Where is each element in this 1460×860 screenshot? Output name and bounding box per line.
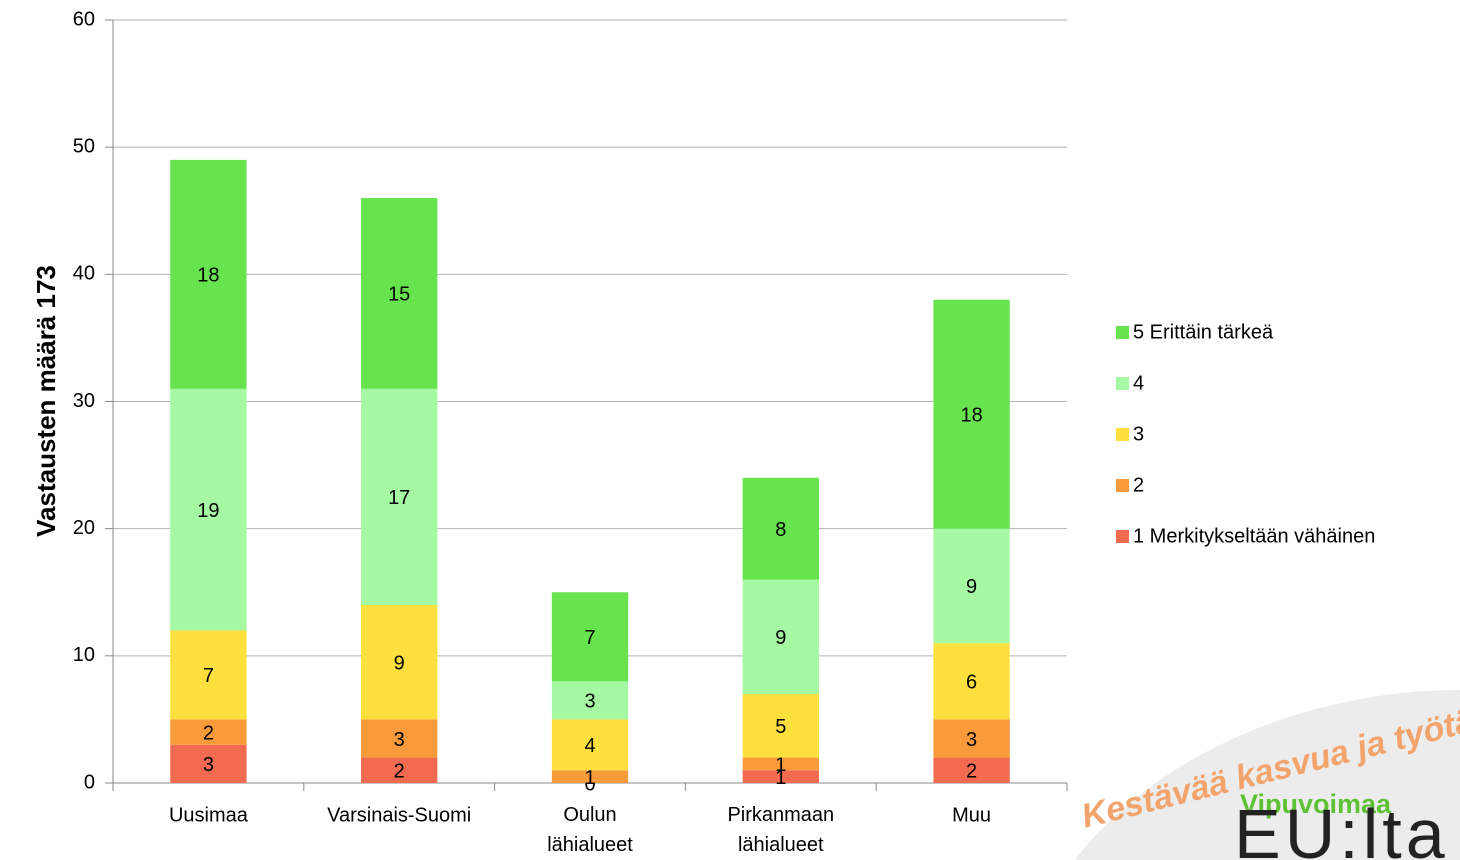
bar-segment xyxy=(170,744,247,783)
data-label: 6 xyxy=(966,672,977,694)
legend-label: 5 Erittäin tärkeä xyxy=(1133,321,1274,343)
bar-segment xyxy=(742,770,819,783)
bar-segment xyxy=(742,693,819,758)
bar-segment xyxy=(170,159,247,389)
data-label: 9 xyxy=(966,576,977,598)
bar-segment xyxy=(933,299,1010,529)
y-tick-label: 40 xyxy=(73,263,95,285)
bar-segment xyxy=(933,528,1010,644)
data-label: 17 xyxy=(388,487,410,509)
y-tick-label: 0 xyxy=(84,771,95,793)
legend-label: 2 xyxy=(1133,474,1144,496)
bar-segment xyxy=(551,681,629,720)
data-label: 3 xyxy=(203,754,214,776)
x-tick-label: Muu xyxy=(952,804,991,826)
logo-text: EU:lta xyxy=(1234,795,1449,860)
logo-background xyxy=(1075,690,1460,860)
bar-segment xyxy=(361,198,438,389)
data-label: 9 xyxy=(775,627,786,649)
data-label: 3 xyxy=(394,729,405,751)
data-label: 15 xyxy=(388,284,410,306)
data-label: 9 xyxy=(394,652,405,674)
x-tick-label: Uusimaa xyxy=(169,804,249,826)
bar-segment xyxy=(170,630,247,720)
legend-swatch xyxy=(1116,479,1129,492)
logo-text: Vipuvoimaa xyxy=(1240,789,1392,819)
legend-swatch xyxy=(1116,377,1129,390)
data-label: 0 xyxy=(584,773,595,795)
data-label: 1 xyxy=(584,767,595,789)
y-axis-title: Vastausten määrä 173 xyxy=(31,265,61,537)
data-label: 5 xyxy=(775,716,786,738)
x-tick-label: Pirkanmaan lähialueet xyxy=(727,804,834,856)
data-label: 18 xyxy=(960,404,982,426)
data-label: 3 xyxy=(584,691,595,713)
data-label: 1 xyxy=(775,754,786,776)
data-label: 2 xyxy=(394,761,405,783)
bar-segment xyxy=(742,757,819,771)
bar-segment xyxy=(742,579,819,694)
data-label: 1 xyxy=(775,767,786,789)
data-label: 7 xyxy=(203,665,214,687)
x-tick-label: Varsinais-Suomi xyxy=(327,804,471,826)
x-tick-label: Oulun lähialueet xyxy=(547,804,633,856)
bar-segment xyxy=(551,592,629,682)
bar-segment xyxy=(361,719,438,758)
bar-segment xyxy=(361,757,438,783)
data-label: 18 xyxy=(197,265,219,287)
data-label: 8 xyxy=(775,519,786,541)
y-tick-label: 30 xyxy=(73,390,95,412)
bar-segment xyxy=(933,643,1010,720)
x-tick-label-line: Oulun xyxy=(563,804,616,826)
data-label: 19 xyxy=(197,500,219,522)
bar-segment xyxy=(170,388,247,631)
bar-segment xyxy=(742,477,819,580)
data-label: 7 xyxy=(584,627,595,649)
legend-label: 4 xyxy=(1133,372,1144,394)
y-tick-label: 60 xyxy=(73,8,95,30)
data-label: 3 xyxy=(966,729,977,751)
legend-label: 1 Merkitykseltään vähäinen xyxy=(1133,525,1375,547)
legend-swatch xyxy=(1116,530,1129,543)
data-label: 2 xyxy=(203,722,214,744)
bar-segment xyxy=(933,757,1010,783)
bar-segment xyxy=(551,719,629,771)
y-tick-label: 50 xyxy=(73,135,95,157)
data-label: 2 xyxy=(966,761,977,783)
legend-swatch xyxy=(1116,428,1129,441)
bar-segment xyxy=(361,388,438,605)
legend-label: 3 xyxy=(1133,423,1144,445)
x-tick-label-line: Pirkanmaan xyxy=(727,804,834,826)
legend-swatch xyxy=(1116,326,1129,339)
x-tick-label-line: lähialueet xyxy=(547,834,633,856)
bar-segment xyxy=(551,770,629,783)
y-tick-label: 20 xyxy=(73,517,95,539)
bar-segment xyxy=(933,719,1010,758)
bar-segment xyxy=(170,719,247,745)
x-tick-label-line: lähialueet xyxy=(738,834,824,856)
bar-segment xyxy=(361,604,438,720)
data-label: 4 xyxy=(584,735,595,757)
y-tick-label: 10 xyxy=(73,644,95,666)
